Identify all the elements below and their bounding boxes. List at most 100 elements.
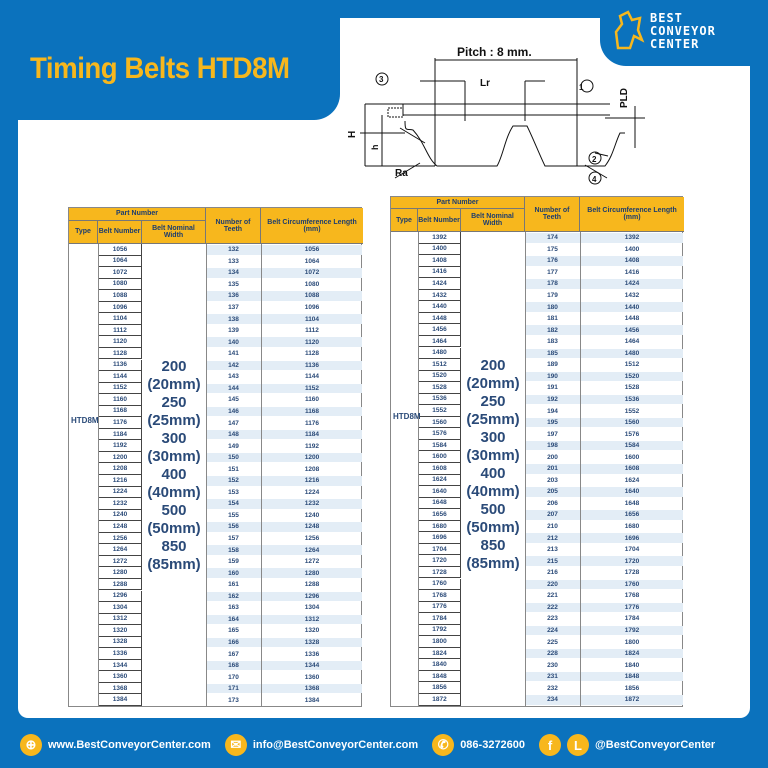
belt-number-cell: 1104 [98, 313, 142, 325]
lr-label: Lr [480, 78, 490, 89]
belt-number-cell: 1720 [418, 555, 461, 567]
globe-icon: ⊕ [20, 734, 42, 756]
nominal-width-value: (20mm) [147, 376, 201, 393]
teeth-cell: 149 [228, 442, 239, 450]
row-stripe [207, 429, 362, 440]
table-row: 1216 152 1216 [69, 475, 363, 487]
teeth-cell: 150 [228, 454, 239, 462]
length-cell: 1296 [304, 592, 320, 600]
teeth-cell: 161 [228, 581, 239, 589]
phone-number[interactable]: 086-3272600 [460, 739, 526, 751]
length-cell: 1152 [304, 384, 320, 392]
belt-number-cell: 1696 [418, 532, 461, 544]
belt-number-cell: 1856 [418, 682, 461, 694]
row-stripe [207, 383, 362, 394]
belt-number-cell: 1224 [98, 486, 142, 499]
website-link[interactable]: www.BestConveyorCenter.com [48, 739, 211, 751]
teeth-cell: 189 [547, 361, 558, 369]
row-stripe [207, 452, 362, 463]
nominal-width-value: 400 [480, 465, 506, 482]
belt-number-cell: 1416 [418, 266, 461, 279]
teeth-cell: 194 [547, 407, 558, 415]
row-stripe [526, 671, 683, 682]
belt-number-cell: 1336 [98, 648, 142, 660]
nominal-width-value: 300 [480, 429, 506, 446]
belt-number-cell: 1520 [418, 370, 461, 383]
row-stripe [526, 533, 683, 543]
length-cell: 1800 [624, 638, 640, 646]
length-cell: 1648 [624, 499, 640, 507]
nominal-width-value: 850 [480, 537, 506, 554]
table-row: 1056 132 1056 [69, 244, 363, 256]
length-cell: 1576 [624, 430, 640, 438]
row-stripe [526, 625, 683, 636]
length-cell: 1784 [624, 615, 640, 623]
length-cell: 1224 [304, 488, 320, 496]
belt-number-cell: 1824 [418, 647, 461, 660]
table-row: 1792 224 1792 [391, 624, 684, 637]
belt-number-cell: 1776 [418, 601, 461, 614]
table-row: 1152 144 1152 [69, 382, 363, 395]
table-row: 1456 182 1456 [391, 324, 684, 336]
table-row: 1264 158 1264 [69, 544, 363, 556]
facebook-icon[interactable]: f [539, 734, 562, 756]
length-cell: 1704 [624, 546, 640, 554]
teeth-cell: 155 [228, 511, 239, 519]
table-row: 1304 163 1304 [69, 602, 363, 614]
belt-number-cell: 1848 [418, 670, 461, 683]
table-row: 1440 180 1440 [391, 301, 684, 313]
belt-type-label: HTD8M [71, 416, 99, 425]
belt-number-cell: 1088 [98, 290, 142, 302]
belt-number-cell: 1840 [418, 659, 461, 671]
teeth-cell: 137 [228, 304, 239, 312]
nominal-width-value: 300 [161, 430, 187, 447]
table-row: 1584 198 1584 [391, 439, 684, 452]
length-cell: 1208 [304, 465, 320, 473]
table-row: 1080 135 1080 [69, 278, 363, 291]
teeth-cell: 144 [228, 384, 239, 392]
row-stripe [207, 614, 362, 625]
belt-number-cell: 1728 [418, 566, 461, 579]
nominal-width-value: 250 [480, 393, 506, 410]
belt-number-cell: 1448 [418, 312, 461, 325]
table-row: 1136 142 1136 [69, 359, 363, 372]
teeth-cell: 141 [228, 350, 239, 358]
table-row: 1576 197 1576 [391, 428, 684, 440]
teeth-cell: 177 [547, 268, 558, 276]
line-icon[interactable]: L [567, 734, 590, 756]
row-stripe [207, 268, 362, 278]
table-row: 1360 170 1360 [69, 671, 363, 683]
nominal-width-value: 200 [480, 357, 506, 374]
teeth-cell: 153 [228, 488, 239, 496]
teeth-cell: 195 [547, 419, 558, 427]
table-row: 1104 138 1104 [69, 313, 363, 325]
teeth-cell: 183 [547, 338, 558, 346]
length-cell: 1056 [304, 246, 320, 254]
belt-number-cell: 1128 [98, 347, 142, 360]
social-handle[interactable]: @BestConveyorCenter [595, 739, 716, 751]
teeth-cell: 232 [547, 684, 558, 692]
header-teeth: Number of Teeth [525, 197, 580, 232]
teeth-cell: 179 [547, 292, 558, 300]
column-divider [98, 244, 99, 706]
table-row: 1680 210 1680 [391, 520, 684, 533]
length-cell: 1600 [624, 453, 640, 461]
length-cell: 1072 [304, 269, 320, 277]
row-stripe [207, 476, 362, 486]
belt-number-cell: 1328 [98, 636, 142, 649]
row-stripe [526, 487, 683, 497]
length-cell: 1480 [624, 349, 640, 357]
teeth-cell: 191 [547, 384, 558, 392]
callout-2: 2 [592, 155, 597, 164]
row-stripe [526, 348, 683, 359]
table-row: 1400 175 1400 [391, 243, 684, 256]
length-cell: 1176 [304, 419, 320, 427]
table-row: 1768 221 1768 [391, 590, 684, 602]
belt-number-cell: 1440 [418, 301, 461, 313]
teeth-cell: 164 [228, 615, 239, 623]
teeth-cell: 136 [228, 292, 239, 300]
length-cell: 1640 [624, 488, 640, 496]
length-cell: 1456 [624, 326, 640, 334]
teeth-cell: 200 [547, 453, 558, 461]
email-link[interactable]: info@BestConveyorCenter.com [252, 739, 419, 751]
